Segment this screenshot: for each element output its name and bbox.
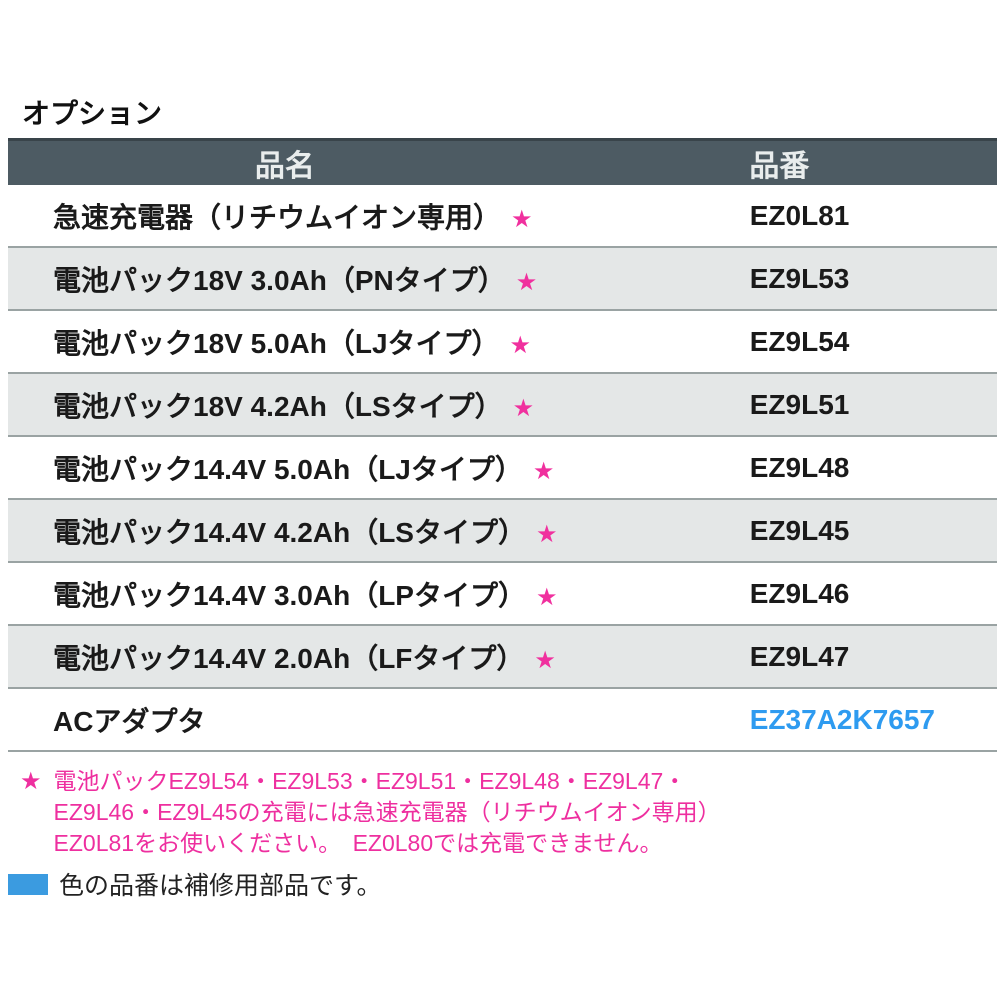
page-title: オプション — [22, 98, 163, 129]
column-header-product-name: 品名 — [254, 150, 315, 183]
table-row: 電池パック18V 3.0Ah（PNタイプ） ★ EZ9L53 — [8, 248, 997, 311]
part-number-cell: EZ9L53 — [749, 262, 850, 294]
blue-note-text: 色の品番は補修用部品です。 — [59, 872, 382, 900]
table-row: 電池パック14.4V 2.0Ah（LFタイプ） ★ EZ9L47 — [8, 626, 997, 689]
product-name-cell: 電池パック18V 3.0Ah（PNタイプ） ★ — [8, 259, 750, 299]
blue-square-swatch-icon — [8, 873, 48, 895]
star-icon: ★ — [532, 457, 555, 485]
star-footnote: ★ 電池パックEZ9L54・EZ9L53・EZ9L51・EZ9L48・EZ9L4… — [20, 766, 721, 859]
product-name: 電池パック18V 4.2Ah（LSタイプ） — [53, 390, 503, 422]
footnote-line: EZ9L46・EZ9L45の充電には急速充電器（リチウムイオン専用） — [53, 799, 721, 825]
table-row: 電池パック14.4V 4.2Ah（LSタイプ） ★ EZ9L45 — [8, 500, 997, 563]
product-name: 電池パック18V 3.0Ah（PNタイプ） — [53, 264, 506, 296]
star-icon: ★ — [535, 520, 558, 548]
star-icon: ★ — [511, 205, 533, 233]
table-row: 電池パック14.4V 5.0Ah（LJタイプ） ★ EZ9L48 — [8, 437, 997, 500]
product-name: 急速充電器（リチウムイオン専用） — [53, 201, 502, 233]
footnote-line: EZ0L81をお使いください。 EZ0L80では充電できません。 — [53, 830, 663, 856]
product-name-cell: 急速充電器（リチウムイオン専用） ★ — [8, 196, 750, 236]
table-row: 電池パック18V 4.2Ah（LSタイプ） ★ EZ9L51 — [8, 374, 997, 437]
options-table: 品名 品番 急速充電器（リチウムイオン専用） ★ EZ0L81 電池パック18V … — [8, 138, 997, 752]
product-name: 電池パック14.4V 2.0Ah（LFタイプ） — [53, 642, 525, 674]
product-name-cell: 電池パック18V 5.0Ah（LJタイプ） ★ — [8, 322, 750, 362]
star-icon: ★ — [509, 331, 532, 359]
product-name-cell: 電池パック14.4V 2.0Ah（LFタイプ） ★ — [8, 637, 750, 677]
star-footnote-text: 電池パックEZ9L54・EZ9L53・EZ9L51・EZ9L48・EZ9L47・… — [54, 766, 721, 859]
part-number-cell: EZ0L81 — [749, 199, 850, 231]
product-name: 電池パック14.4V 4.2Ah（LSタイプ） — [53, 516, 526, 548]
part-number-cell: EZ9L46 — [749, 577, 850, 609]
blue-parts-note: 色の品番は補修用部品です。 — [8, 866, 382, 902]
part-number-cell: EZ9L45 — [749, 514, 850, 546]
footnote-line: 電池パックEZ9L54・EZ9L53・EZ9L51・EZ9L48・EZ9L47・ — [53, 768, 687, 794]
part-number-cell: EZ37A2K7657 — [749, 703, 935, 735]
table-row: 電池パック18V 5.0Ah（LJタイプ） ★ EZ9L54 — [8, 311, 997, 374]
star-icon: ★ — [20, 768, 42, 795]
product-name-cell: ACアダプタ — [8, 700, 750, 740]
product-name: 電池パック14.4V 3.0Ah（LPタイプ） — [53, 579, 526, 611]
part-number-cell: EZ9L47 — [749, 640, 850, 672]
table-row: 電池パック14.4V 3.0Ah（LPタイプ） ★ EZ9L46 — [8, 563, 997, 626]
star-icon: ★ — [534, 646, 556, 674]
product-name-cell: 電池パック18V 4.2Ah（LSタイプ） ★ — [8, 385, 750, 425]
table-row: 急速充電器（リチウムイオン専用） ★ EZ0L81 — [8, 185, 997, 248]
product-name: 電池パック14.4V 5.0Ah（LJタイプ） — [53, 453, 523, 485]
product-name-cell: 電池パック14.4V 4.2Ah（LSタイプ） ★ — [8, 511, 750, 551]
part-number-cell: EZ9L51 — [749, 388, 850, 420]
star-icon: ★ — [535, 583, 558, 611]
product-name: 電池パック18V 5.0Ah（LJタイプ） — [53, 327, 500, 359]
part-number-cell: EZ9L48 — [749, 451, 850, 483]
product-name: ACアダプタ — [53, 705, 206, 737]
table-header-row: 品名 品番 — [8, 138, 997, 185]
star-icon: ★ — [512, 394, 535, 422]
part-number-cell: EZ9L54 — [749, 325, 850, 357]
star-icon: ★ — [515, 268, 538, 296]
table-row: ACアダプタ EZ37A2K7657 — [8, 689, 997, 752]
product-name-cell: 電池パック14.4V 5.0Ah（LJタイプ） ★ — [8, 448, 750, 488]
product-name-cell: 電池パック14.4V 3.0Ah（LPタイプ） ★ — [8, 574, 750, 614]
column-header-part-number: 品番 — [749, 150, 810, 183]
